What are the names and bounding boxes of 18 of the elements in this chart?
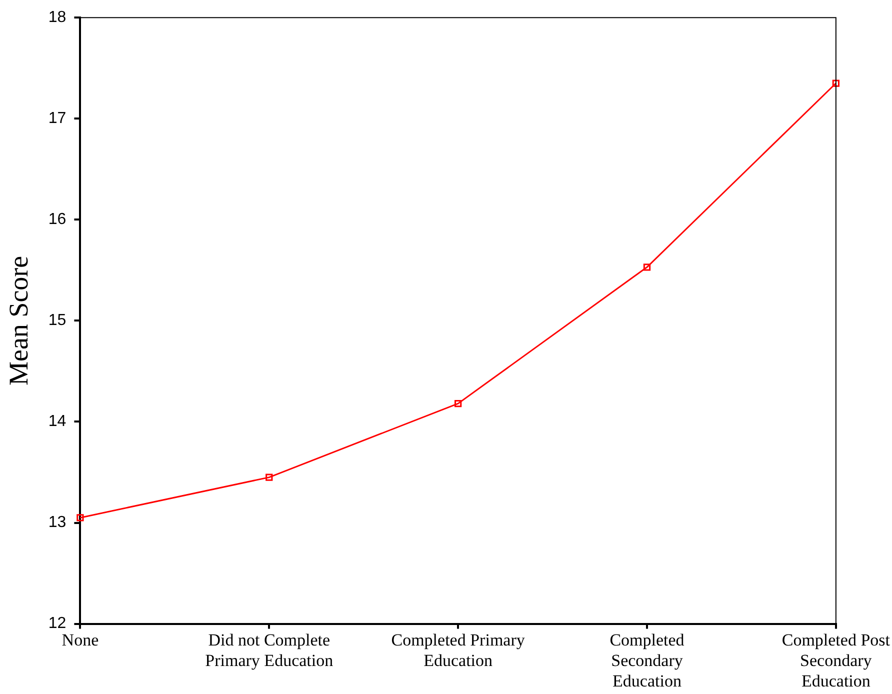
x-tick-label: Completed Secondary Education [610, 630, 685, 690]
x-tick-label: Completed Primary Education [391, 630, 526, 670]
y-tick-label: 18 [48, 9, 66, 26]
y-tick-label: 12 [48, 615, 66, 632]
y-tick-label: 14 [48, 413, 66, 430]
x-tick-label: Did not Complete Primary Education [205, 630, 334, 670]
y-tick-label: 13 [48, 514, 66, 532]
x-tick-label: Completed Post Secondary Education [782, 630, 890, 690]
point [643, 264, 651, 271]
point [76, 514, 84, 522]
point [832, 80, 840, 87]
y-axis-title: Mean Score [3, 256, 34, 386]
y-tick-label: 17 [48, 110, 66, 128]
y-tick-label: 16 [48, 211, 66, 228]
point [266, 474, 273, 481]
y-tick-label: 15 [48, 312, 66, 330]
point [454, 400, 462, 408]
x-tick-label: None [62, 630, 99, 650]
